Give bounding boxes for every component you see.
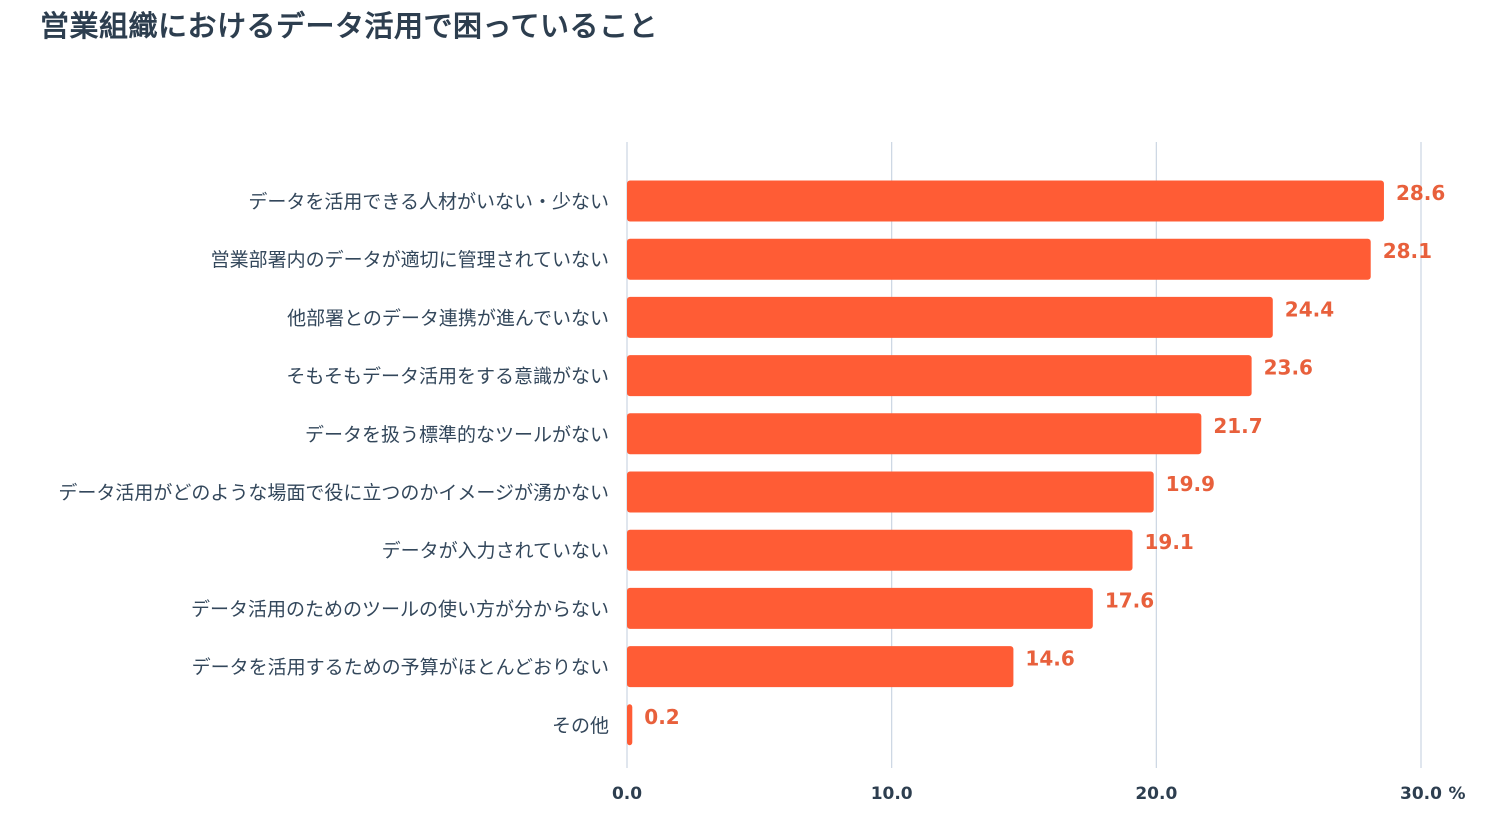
bar-9	[627, 704, 633, 746]
bar-0	[627, 180, 1384, 222]
value-label-3: 23.6	[1264, 356, 1313, 380]
value-label-7: 17.6	[1105, 588, 1154, 612]
category-label-9: その他	[552, 715, 609, 737]
category-label-1: 営業部署内のデータが適切に管理されていない	[211, 249, 609, 271]
value-label-1: 28.1	[1383, 239, 1432, 263]
bar-6	[627, 529, 1133, 571]
x-tick-label-0: 0.0	[612, 784, 642, 804]
x-axis-unit: %	[1448, 784, 1465, 804]
bar-2	[627, 296, 1273, 338]
bar-7	[627, 587, 1093, 629]
x-tick-label-1: 10.0	[871, 784, 913, 804]
x-axis: 0.0 10.0 20.0 30.0%	[612, 784, 1466, 804]
category-label-8: データを活用するための予算がほとんどおりない	[192, 657, 609, 679]
category-label-7: データ活用のためのツールの使い方が分からない	[191, 598, 609, 620]
bar-3	[627, 355, 1252, 397]
value-label-8: 14.6	[1025, 647, 1074, 671]
value-labels: 28.6 28.1 24.4 23.6 21.7 19.9 19.1 17.6 14.6 0.2	[644, 181, 1445, 729]
bars	[627, 180, 1384, 746]
category-label-5: データ活用がどのような場面で役に立つのかイメージが湧かない	[58, 482, 609, 504]
value-label-6: 19.1	[1145, 530, 1194, 554]
category-label-2: 他部署とのデータ連携が進んでいない	[287, 307, 609, 329]
category-label-4: データを扱う標準的なツールがない	[305, 424, 609, 446]
value-label-2: 24.4	[1285, 297, 1334, 321]
category-labels: データを活用できる人材がいない・少ない営業部署内のデータが適切に管理されていない…	[58, 191, 609, 737]
category-label-0: データを活用できる人材がいない・少ない	[248, 191, 609, 213]
bar-1	[627, 238, 1371, 280]
category-label-3: そもそもデータ活用をする意識がない	[286, 366, 609, 388]
x-tick-label-3: 30.0	[1400, 784, 1442, 804]
chart-title: 営業組織におけるデータ活用で困っていること	[40, 9, 659, 43]
x-tick-label-2: 20.0	[1135, 784, 1177, 804]
category-label-6: データが入力されていない	[382, 540, 609, 562]
value-label-4: 21.7	[1213, 414, 1262, 438]
value-label-5: 19.9	[1166, 472, 1215, 496]
bar-8	[627, 646, 1014, 688]
value-label-9: 0.2	[644, 705, 679, 729]
value-label-0: 28.6	[1396, 181, 1445, 205]
bar-5	[627, 471, 1154, 513]
bar-4	[627, 413, 1202, 455]
